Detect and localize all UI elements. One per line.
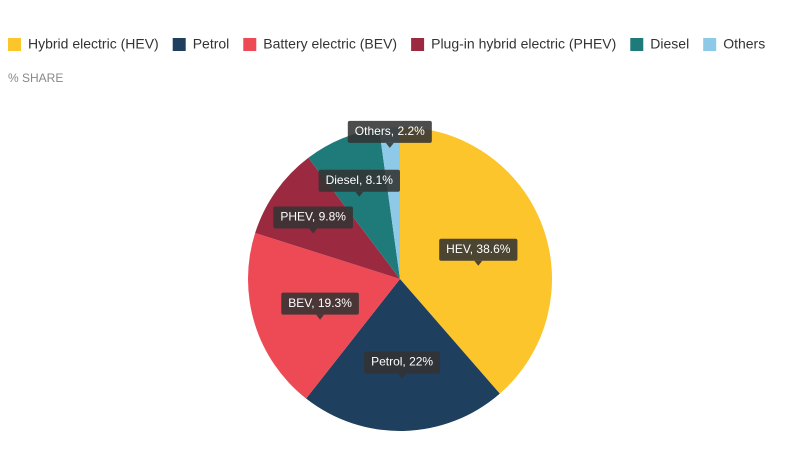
label-box	[273, 206, 353, 229]
label-text: HEV, 38.6%	[446, 242, 511, 256]
data-label: Petrol, 22%	[364, 351, 441, 379]
data-label: BEV, 19.3%	[281, 292, 359, 320]
pie-slice	[248, 232, 400, 399]
legend-label: Others	[723, 36, 765, 52]
label-pointer	[474, 260, 483, 266]
label-pointer	[385, 142, 394, 148]
data-label: HEV, 38.6%	[439, 238, 518, 266]
label-text: BEV, 19.3%	[288, 296, 352, 310]
label-text: Petrol, 22%	[371, 355, 433, 369]
legend-swatch	[703, 38, 717, 51]
label-pointer	[309, 228, 318, 234]
pie-slice	[379, 127, 400, 279]
label-box	[364, 351, 441, 374]
label-box	[281, 292, 359, 315]
label-text: Others, 2.2%	[355, 124, 425, 138]
pie-slice	[308, 128, 400, 279]
data-label: Others, 2.2%	[347, 120, 432, 148]
label-pointer	[355, 191, 364, 197]
legend-label: Petrol	[193, 36, 230, 52]
label-box	[347, 120, 432, 143]
data-label: Diesel, 8.1%	[318, 169, 400, 197]
legend-label: Hybrid electric (HEV)	[28, 36, 159, 52]
subtitle: % SHARE	[8, 71, 63, 85]
legend-swatch	[172, 38, 186, 51]
label-text: PHEV, 9.8%	[280, 210, 346, 224]
legend-label: Plug-in hybrid electric (PHEV)	[431, 36, 616, 52]
legend-swatch	[411, 38, 425, 51]
data-label: PHEV, 9.8%	[273, 206, 353, 234]
legend-swatch	[243, 38, 257, 51]
legend-swatch	[630, 38, 644, 51]
legend-label: Diesel	[650, 36, 689, 52]
label-box	[318, 169, 400, 192]
label-text: Diesel, 8.1%	[326, 173, 394, 187]
legend-label: Battery electric (BEV)	[263, 36, 397, 52]
legend-swatch	[8, 38, 21, 51]
label-pointer	[316, 314, 325, 320]
label-pointer	[398, 373, 407, 379]
label-box	[439, 238, 518, 261]
